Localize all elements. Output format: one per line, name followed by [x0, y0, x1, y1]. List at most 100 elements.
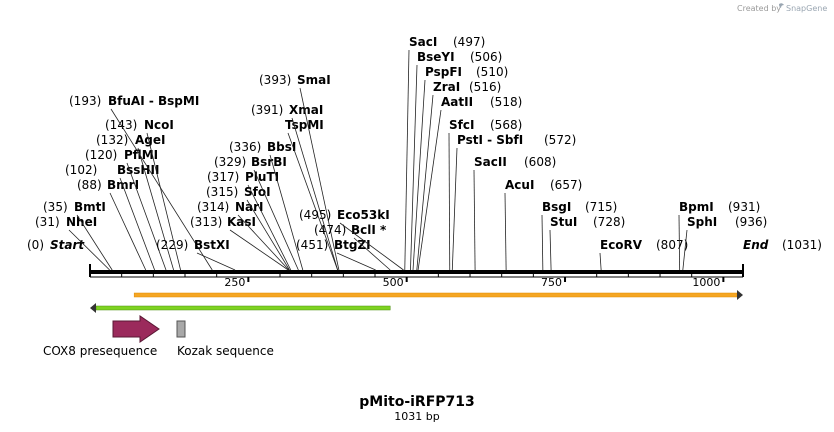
site-position-sacii: (608)	[524, 155, 556, 169]
site-position-bsshii: (102)	[65, 163, 97, 177]
site-position-bsgi: (715)	[585, 200, 617, 214]
site-name-ncoi: NcoI	[144, 118, 174, 132]
site-name-pflmi: PflMI	[124, 148, 158, 162]
restriction-sites: Start(0)NheI(31)BmtI(35)BmrI(88)BssHII(1…	[27, 35, 822, 271]
feature-tracks	[90, 290, 743, 313]
ruler-ticks: 250 500 750 1000	[121, 274, 725, 289]
plasmid-name: pMito-iRFP713	[359, 394, 475, 410]
site-connector-ecorv	[599, 252, 602, 271]
plasmid-size: 1031 bp	[394, 410, 439, 423]
site-name-bpmi: BpmI	[679, 200, 714, 214]
ruler-tick-label: 500	[383, 276, 404, 289]
site-name-aatii: AatII	[441, 95, 473, 109]
site-connector-kasi	[229, 229, 289, 271]
site-position-bmri: (88)	[77, 178, 102, 192]
site-position-bcli: (474)	[314, 223, 346, 237]
site-name-bsgi: BsgI	[542, 200, 571, 214]
site-connector-btgzi	[336, 252, 376, 271]
site-position-saci: (497)	[453, 35, 485, 49]
site-connector-sphi	[682, 229, 688, 271]
site-name-sfoi: SfoI	[244, 185, 271, 199]
site-connector-xmai	[291, 117, 339, 271]
site-connector-sfci	[448, 132, 451, 271]
site-connector-bmri	[109, 192, 147, 271]
site-position-bmti: (35)	[43, 200, 68, 214]
ruler-tick-label: 1000	[692, 276, 720, 289]
site-connector-saci	[404, 49, 410, 271]
site-position-eco53ki: (495)	[299, 208, 331, 222]
site-name-stui: StuI	[550, 215, 577, 229]
site-name-saci: SacI	[409, 35, 437, 49]
site-name-smai: SmaI	[297, 73, 331, 87]
site-position-bpmi: (931)	[728, 200, 760, 214]
site-position-bseyi: (506)	[470, 50, 502, 64]
site-connector-pflmi	[126, 162, 167, 271]
site-position-stui: (728)	[593, 215, 625, 229]
credit-brand: SnapGene	[786, 4, 827, 13]
site-connector-ncoi	[146, 132, 181, 271]
site-connector-zrai	[416, 94, 434, 271]
site-name-agei: AgeI	[135, 133, 165, 147]
site-name-bstxi: BstXI	[194, 238, 230, 252]
site-position-end: (1031)	[782, 238, 822, 252]
site-connector-eco53ki	[339, 222, 404, 271]
site-position-bbsi: (336)	[229, 140, 261, 154]
site-name-sacii: SacII	[474, 155, 507, 169]
site-position-zrai: (516)	[469, 80, 501, 94]
site-name-bmti: BmtI	[74, 200, 106, 214]
site-name-bbsi: BbsI	[267, 140, 296, 154]
site-connector-stui	[549, 229, 552, 271]
site-connector-bmti	[76, 214, 113, 271]
sequence-backbone	[90, 270, 743, 274]
site-position-sfci: (568)	[490, 118, 522, 132]
site-position-aatii: (518)	[490, 95, 522, 109]
site-connector-bsshii	[119, 177, 155, 271]
site-position-pluti: (317)	[207, 170, 239, 184]
site-connector-bbsi	[269, 154, 304, 271]
site-name-bfuai: BfuAI - BspMI	[108, 94, 199, 108]
site-connector-sfoi	[246, 199, 290, 271]
feature-bar-orf-reverse	[95, 305, 391, 311]
site-name-pluti: PluTI	[245, 170, 279, 184]
site-name-bsrbi: BsrBI	[251, 155, 287, 169]
site-connector-agei	[137, 147, 174, 271]
snapgene-logo-icon	[779, 3, 784, 9]
site-connector-pluti	[247, 184, 292, 271]
feature-arrowhead-orf-reverse	[90, 303, 96, 313]
ruler-tick-label: 250	[224, 276, 245, 289]
site-position-pspfi: (510)	[476, 65, 508, 79]
site-position-start: (0)	[27, 238, 44, 252]
feature-arrowhead-orf-forward	[737, 290, 743, 300]
site-name-bcli: BclI *	[351, 223, 387, 237]
cox8-presequence-label: COX8 presequence	[43, 344, 157, 358]
site-position-ecorv: (807)	[656, 238, 688, 252]
site-name-pspfi: PspFI	[425, 65, 462, 79]
site-name-tspmi: TspMI	[285, 118, 324, 132]
site-position-psti: (572)	[544, 133, 576, 147]
site-connector-smai	[299, 87, 340, 271]
site-position-kasi: (313)	[190, 215, 222, 229]
site-connector-psti	[451, 147, 458, 271]
site-name-kasi: KasI	[227, 215, 256, 229]
site-name-sfci: SfcI	[449, 118, 474, 132]
site-connector-bstxi	[196, 252, 236, 271]
site-name-zrai: ZraI	[433, 80, 460, 94]
site-name-nari: NarI	[235, 200, 264, 214]
site-position-nari: (314)	[197, 200, 229, 214]
site-connector-bcli	[353, 237, 391, 271]
legend: COX8 presequence Kozak sequence	[43, 315, 274, 358]
site-position-sfoi: (315)	[206, 185, 238, 199]
site-connector-bpmi	[678, 214, 681, 271]
site-position-agei: (132)	[96, 133, 128, 147]
site-position-xmai: (391)	[251, 103, 283, 117]
site-name-start: Start	[50, 238, 85, 252]
ruler-tick-label: 750	[541, 276, 562, 289]
site-position-smai: (393)	[259, 73, 291, 87]
site-position-sphi: (936)	[735, 215, 767, 229]
site-connector-aatii	[417, 109, 442, 271]
feature-bar-orf-forward	[133, 292, 738, 298]
site-connector-nhei	[68, 229, 110, 271]
site-position-bfuai: (193)	[69, 94, 101, 108]
site-connector-bfuai	[110, 108, 213, 271]
